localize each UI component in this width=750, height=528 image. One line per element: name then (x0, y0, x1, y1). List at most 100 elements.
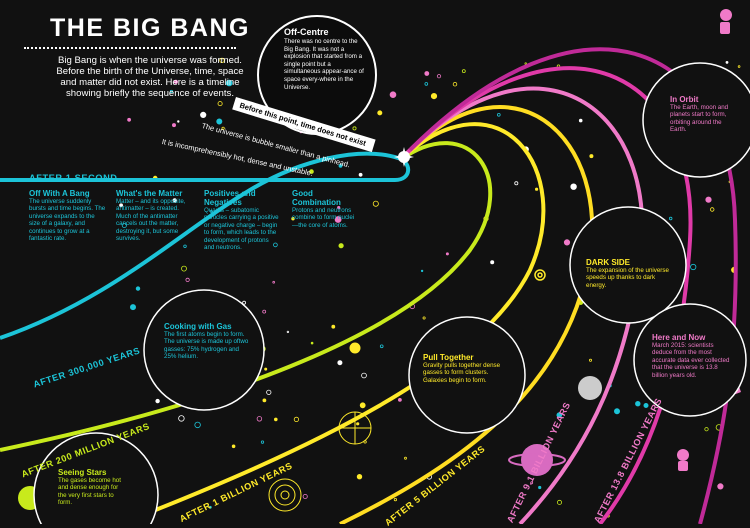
section-text: The gases become hot and dense enough fo… (58, 477, 121, 507)
star-dot (496, 113, 501, 117)
star-dot (221, 126, 225, 130)
star-dot (643, 402, 649, 408)
section-heading: Pull Together (423, 353, 474, 362)
section-seeing-stars: Seeing Stars The gases become hot and de… (58, 468, 128, 507)
star-dot (445, 252, 449, 256)
star-dot (422, 316, 426, 320)
star-dot (171, 123, 176, 128)
cooking-circle (143, 289, 265, 411)
section-cooking-with-gas: Cooking with Gas The first atoms begin t… (164, 322, 250, 361)
star-dot (262, 398, 267, 403)
star-dot (393, 497, 397, 502)
star-dot (578, 118, 583, 123)
in-orbit-circle (642, 62, 750, 178)
section-text: The first atoms begin to form. The unive… (164, 331, 249, 361)
star-dot (404, 456, 407, 460)
cat-astronaut-icon (720, 9, 732, 34)
star-dot (556, 412, 563, 418)
curve-after-9-billion-years (406, 66, 693, 524)
pull-together-circle (408, 316, 526, 434)
star-dot (420, 269, 424, 273)
star-dot (216, 118, 223, 125)
section-heading: Good Combination (292, 189, 341, 207)
section-heading: Here and Now (652, 333, 706, 342)
section-heading: What's the Matter (116, 189, 183, 198)
star-dot (436, 74, 442, 79)
title-divider (24, 47, 236, 49)
section-off-with-bang: Off With A Bang The universe suddenly bu… (29, 189, 107, 242)
star-dot (717, 483, 724, 490)
star-dot (361, 372, 367, 379)
star-dot (352, 126, 357, 131)
dark-side-circle (569, 206, 687, 324)
star-dot (200, 111, 207, 119)
star-dot (185, 277, 190, 282)
star-dot (705, 196, 712, 203)
section-text: March 2015: scientists deduce from the m… (652, 342, 730, 379)
sun-icon (349, 342, 361, 354)
off-centre-text: There was no centre to the Big Bang. It … (284, 38, 364, 91)
star-dot (490, 260, 495, 265)
star-dot (181, 265, 187, 272)
star-dot (690, 263, 697, 271)
star-dot (169, 89, 173, 94)
section-heading: DARK SIDE (586, 258, 631, 267)
section-heading: Cooking with Gas (164, 322, 232, 331)
star-dot (266, 389, 272, 395)
section-in-orbit: In Orbit The Earth, moon and planets sta… (670, 95, 738, 134)
star-dot (725, 61, 729, 64)
star-dot (356, 474, 363, 480)
curve-after-1-second (0, 151, 411, 340)
star-dot (260, 440, 265, 444)
star-dot (225, 79, 233, 87)
star-dot (286, 330, 290, 334)
star-dot (359, 402, 366, 409)
star-dot (135, 286, 141, 291)
star-dot (424, 71, 430, 76)
star-dot (557, 499, 563, 505)
star-dot (119, 203, 123, 208)
cluster-icon (268, 478, 302, 512)
star-dot (397, 397, 402, 402)
star-dot (372, 200, 379, 207)
star-dot (538, 485, 542, 490)
star-dot (177, 120, 180, 123)
star-dot (635, 401, 641, 407)
section-text: The expansion of the universe speeds up … (586, 267, 669, 289)
here-now-circle (633, 303, 747, 417)
star-dot (337, 360, 343, 366)
star-dot (264, 367, 268, 371)
star-dot (310, 341, 314, 345)
star-dot (589, 358, 593, 362)
star-dot (121, 222, 127, 228)
star-dot (219, 57, 225, 64)
star-dot (272, 280, 276, 284)
star-dot (291, 216, 295, 221)
star-sphere-icon (338, 411, 372, 445)
star-dot (452, 81, 458, 87)
star-dot (424, 82, 429, 86)
star-dot (273, 242, 278, 248)
section-text: Quarks – subatomic particles carrying a … (204, 207, 279, 252)
section-text: Protons and neutrons combine to form nuc… (292, 207, 355, 229)
star-dot (155, 398, 160, 404)
bang-burst-icon (394, 147, 414, 167)
star-dot (430, 93, 438, 100)
star-dot (209, 209, 213, 213)
star-dot (273, 417, 278, 422)
star-dot (377, 110, 383, 116)
star-dot (262, 309, 267, 314)
section-good-combination: Good Combination Protons and neutrons co… (292, 189, 360, 229)
off-centre-heading: Off-Centre (284, 27, 329, 37)
section-whats-matter: What's the Matter Matter – and its oppos… (116, 189, 188, 242)
star-dot (570, 183, 577, 190)
star-dot (356, 422, 360, 426)
section-here-and-now: Here and Now March 2015: scientists dedu… (652, 333, 732, 379)
star-dot (737, 65, 741, 68)
star-dot (256, 416, 263, 422)
star-dot (293, 416, 299, 422)
star-dot (669, 216, 673, 221)
star-dot (302, 493, 308, 499)
section-heading: In Orbit (670, 95, 699, 104)
star-dot (389, 91, 397, 98)
